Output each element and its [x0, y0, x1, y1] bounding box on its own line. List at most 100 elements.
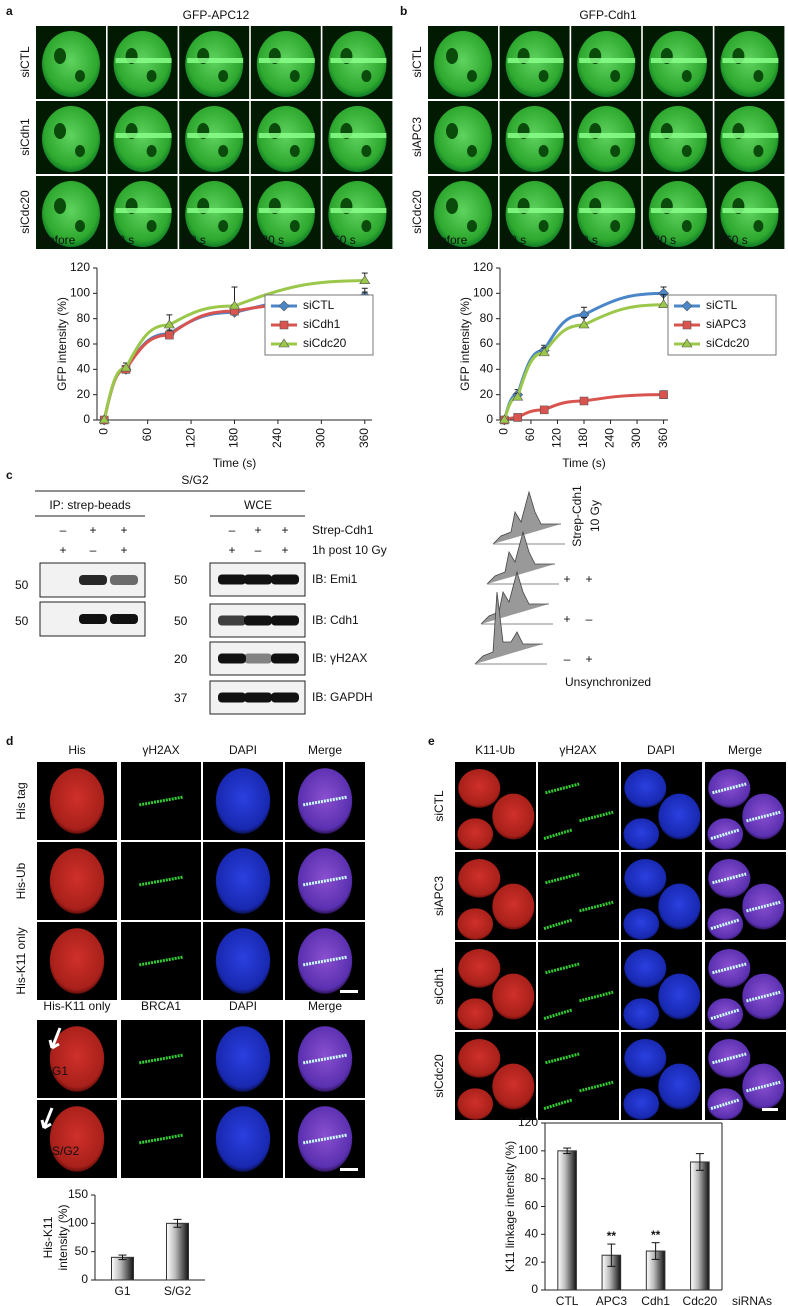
- nucleolus: [538, 70, 549, 82]
- laser-stripe: [507, 58, 564, 63]
- row-label: siAPC3: [432, 876, 446, 916]
- blot-label: IB: Emi1: [312, 572, 358, 586]
- band: [271, 574, 299, 585]
- x-tick-label: 180: [576, 428, 590, 448]
- nucleus: [185, 181, 244, 247]
- laser-stripe: [187, 133, 244, 138]
- flow-label: 10 Gy: [588, 500, 602, 532]
- y-tick-label: 80: [77, 311, 91, 325]
- x-axis-label: Time (s): [562, 456, 606, 470]
- nucleolus: [218, 145, 229, 157]
- laser-stripe: [722, 208, 779, 213]
- time-label: 180 s: [255, 233, 284, 247]
- damage-stripe: [543, 828, 573, 840]
- nucleus: [505, 181, 564, 247]
- sign: –: [229, 523, 236, 537]
- laser-stripe: [330, 58, 387, 63]
- column-header: His-K11 only: [43, 999, 110, 1013]
- y-axis-label: GFP intensity (%): [458, 297, 472, 391]
- laser-stripe: [579, 208, 636, 213]
- x-tick-label: 300: [314, 428, 328, 448]
- nucleus: [707, 998, 744, 1030]
- marker: [513, 413, 522, 422]
- micrograph: [538, 762, 619, 850]
- damage-stripe: [302, 875, 348, 887]
- nucleolus: [75, 220, 85, 232]
- panel-letter: e: [428, 734, 435, 748]
- marker: [538, 347, 550, 357]
- laser-stripe: [258, 58, 315, 63]
- nucleolus: [289, 145, 300, 157]
- x-tick-label: G1: [114, 1284, 130, 1298]
- band: [218, 574, 246, 585]
- panel-letter: c: [6, 468, 13, 482]
- column-header: Merge: [728, 743, 762, 757]
- nucleus: [624, 1039, 667, 1078]
- y-tick-label: 80: [525, 1171, 539, 1185]
- x-axis-label: siRNAs: [732, 1294, 772, 1306]
- laser-stripe: [650, 208, 707, 213]
- marker: [98, 414, 110, 424]
- x-tick-label: APC3: [596, 1294, 628, 1306]
- laser-stripe: [115, 58, 172, 63]
- laser-stripe: [650, 133, 707, 138]
- time-label: 90 s: [575, 233, 598, 247]
- y-tick-label: 60: [77, 336, 91, 350]
- group-label: WCE: [244, 498, 272, 512]
- y-tick-label: 120: [518, 1115, 538, 1129]
- mw-marker: 50: [15, 614, 29, 628]
- nucleolus: [681, 220, 692, 232]
- legend-marker: [278, 300, 290, 312]
- damage-stripe: [710, 1098, 740, 1110]
- nucleus: [49, 848, 105, 914]
- column-header: DAPI: [647, 743, 675, 757]
- y-tick-label: 40: [480, 362, 494, 376]
- column-header: Merge: [308, 743, 342, 757]
- band: [79, 575, 107, 585]
- condition-label: Strep-Cdh1: [312, 523, 374, 537]
- sign: –: [255, 543, 262, 557]
- nucleus: [434, 31, 492, 97]
- nucleus: [49, 768, 105, 834]
- laser-stripe: [330, 208, 387, 213]
- y-tick-label: 50: [75, 1244, 89, 1258]
- nucleus: [624, 859, 667, 898]
- sign: +: [228, 543, 235, 557]
- sign: –: [564, 652, 571, 666]
- y-tick-label: 60: [480, 336, 494, 350]
- damage-stripe: [302, 795, 348, 807]
- nucleolus: [218, 70, 229, 82]
- y-axis-label: His-K11: [41, 1216, 55, 1258]
- nucleus: [215, 768, 271, 834]
- nucleolus: [146, 70, 157, 82]
- panel-letter: b: [400, 4, 407, 18]
- band: [218, 615, 246, 626]
- nucleolus: [538, 220, 549, 232]
- sign: +: [563, 572, 570, 586]
- micrograph: [538, 852, 619, 940]
- sign: +: [59, 543, 66, 557]
- row-label: siCdc20: [18, 190, 32, 234]
- x-tick-label: 360: [656, 428, 670, 448]
- nucleus: [256, 31, 315, 97]
- scale-bar: [340, 990, 358, 993]
- row-label: His-Ub: [14, 862, 28, 899]
- legend-label: siCdc20: [303, 336, 347, 350]
- sign: –: [586, 612, 593, 626]
- laser-stripe: [722, 133, 779, 138]
- nucleus: [185, 31, 244, 97]
- marker: [228, 300, 241, 310]
- nucleus: [648, 181, 707, 247]
- nucleus: [658, 883, 701, 930]
- time-label: 360 s: [718, 233, 747, 247]
- x-axis-label: Time (s): [213, 456, 257, 470]
- nucleus: [49, 1106, 105, 1172]
- nucleus: [623, 1088, 660, 1121]
- flow-histogram: [474, 591, 543, 665]
- damage-stripe: [710, 828, 740, 840]
- nucleolus: [610, 70, 621, 82]
- nucleus: [742, 883, 785, 930]
- row-label: siCTL: [18, 46, 32, 78]
- nucleolus: [681, 70, 692, 82]
- legend-marker: [279, 320, 289, 330]
